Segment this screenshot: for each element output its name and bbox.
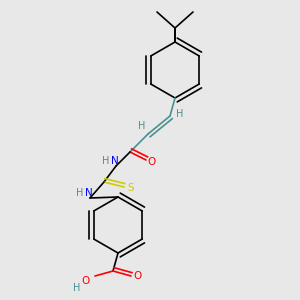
Text: N: N bbox=[111, 156, 119, 166]
Text: S: S bbox=[128, 183, 134, 193]
Text: H: H bbox=[73, 283, 81, 293]
Text: H: H bbox=[138, 121, 146, 131]
Text: H: H bbox=[76, 188, 84, 198]
Text: N: N bbox=[85, 188, 93, 198]
Text: H: H bbox=[102, 156, 110, 166]
Text: O: O bbox=[133, 271, 141, 281]
Text: O: O bbox=[148, 157, 156, 167]
Text: O: O bbox=[81, 276, 89, 286]
Text: H: H bbox=[176, 109, 184, 119]
